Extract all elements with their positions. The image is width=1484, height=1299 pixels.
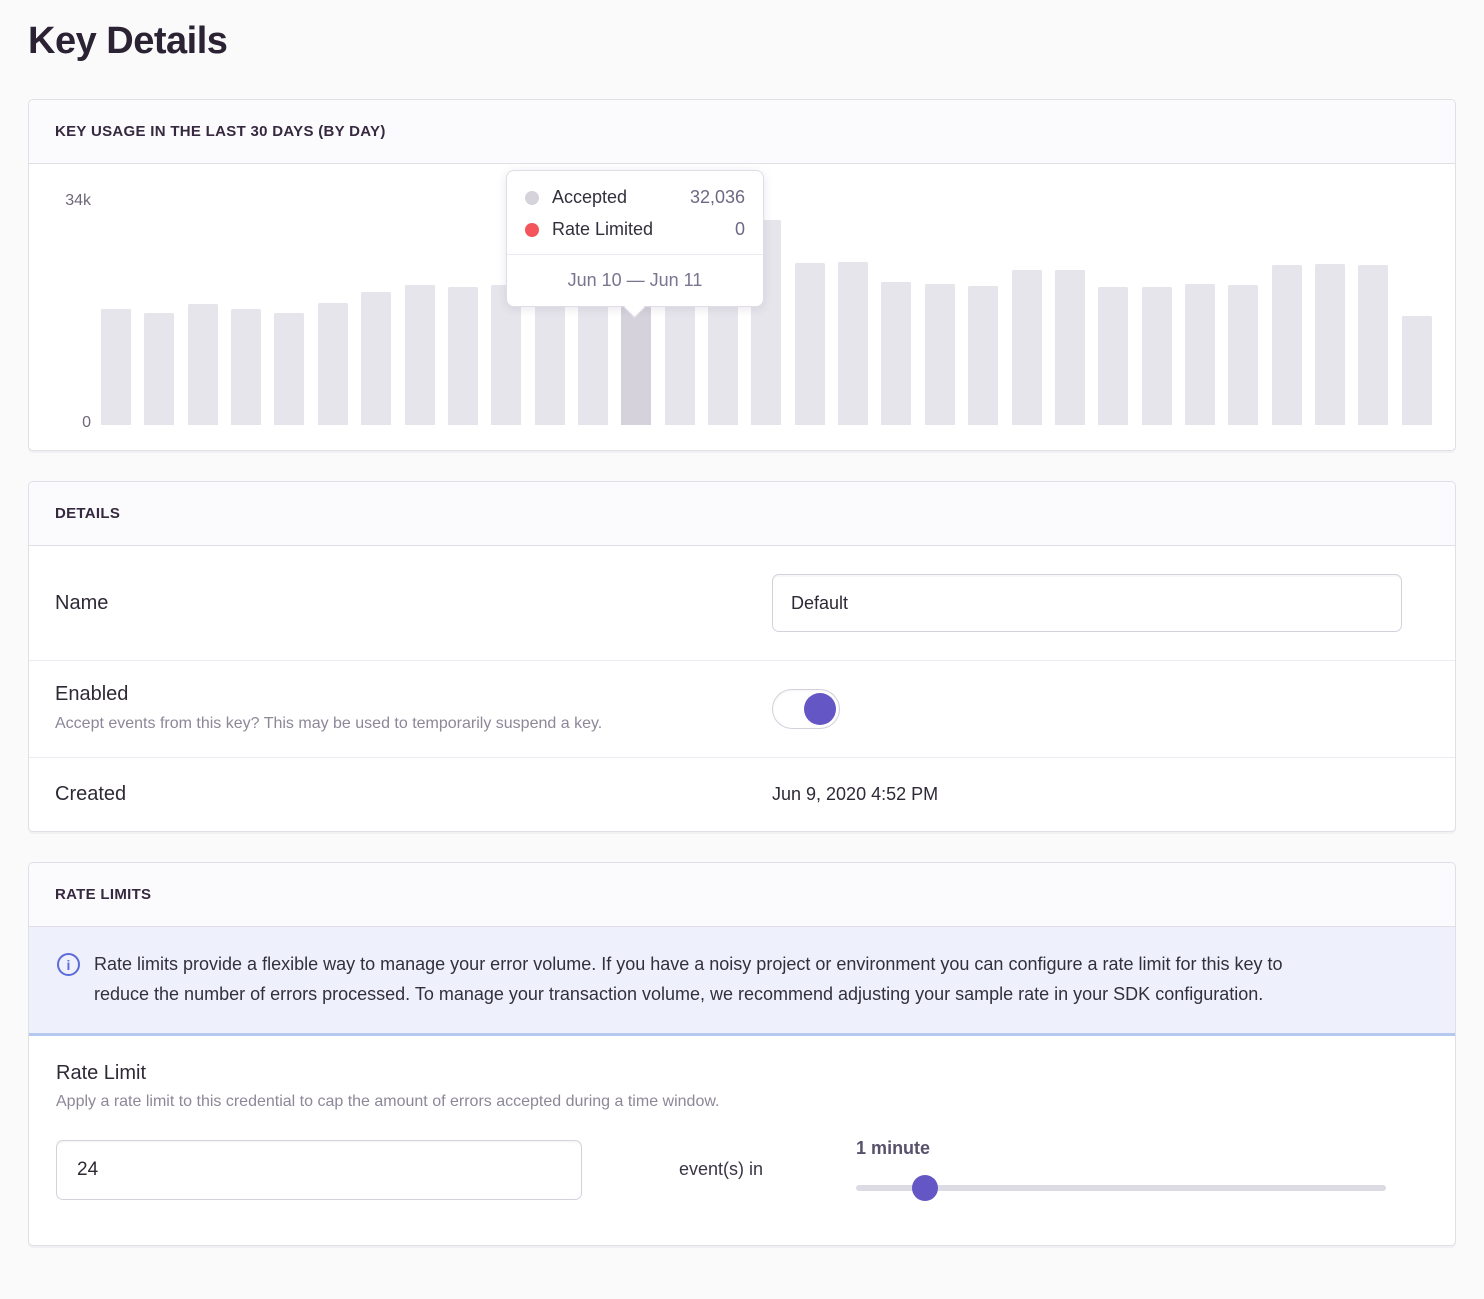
info-icon: i bbox=[57, 953, 80, 976]
chart-bar[interactable] bbox=[1315, 263, 1346, 425]
chart-bar[interactable] bbox=[491, 284, 522, 425]
tooltip-accepted-value: 32,036 bbox=[689, 187, 745, 207]
chart-bar[interactable] bbox=[187, 304, 218, 425]
created-value: Jun 9, 2020 4:52 PM bbox=[772, 784, 939, 804]
chart-bar[interactable] bbox=[1011, 269, 1042, 425]
accepted-dot-icon bbox=[525, 190, 539, 205]
chart-bar[interactable] bbox=[794, 262, 825, 425]
chart-bar[interactable] bbox=[881, 282, 912, 425]
usage-panel: KEY USAGE IN THE LAST 30 DAYS (BY DAY) 3… bbox=[28, 99, 1456, 451]
created-row: Created Jun 9, 2020 4:52 PM bbox=[29, 758, 1455, 831]
chart-bar[interactable] bbox=[317, 303, 348, 425]
bar-plot bbox=[101, 204, 1432, 425]
y-axis-max-label: 34k bbox=[65, 192, 91, 209]
chart-bar[interactable] bbox=[1098, 287, 1129, 425]
page-title: Key Details bbox=[28, 20, 228, 62]
tooltip-row-accepted: Accepted 32,036 bbox=[525, 187, 745, 208]
rate-limits-alert-text: Rate limits provide a flexible way to ma… bbox=[94, 954, 1283, 1004]
chart-tooltip: Accepted 32,036 Rate Limited 0 Jun 10 — … bbox=[506, 170, 764, 318]
rate-limits-panel-header: RATE LIMITS bbox=[29, 863, 1455, 927]
created-label: Created bbox=[55, 783, 127, 805]
chart-bar[interactable] bbox=[231, 308, 262, 425]
chart-bar[interactable] bbox=[361, 292, 392, 425]
chart-bar[interactable] bbox=[1141, 287, 1172, 425]
rate-limit-section: Rate Limit Apply a rate limit to this cr… bbox=[29, 1036, 1455, 1245]
chart-bar[interactable] bbox=[404, 285, 435, 425]
slider-knob[interactable] bbox=[911, 1175, 938, 1201]
rate-limit-help: Apply a rate limit to this credential to… bbox=[56, 1093, 720, 1110]
y-axis-min-label: 0 bbox=[82, 414, 91, 431]
chart-bar[interactable] bbox=[534, 285, 565, 425]
usage-panel-header: KEY USAGE IN THE LAST 30 DAYS (BY DAY) bbox=[29, 100, 1455, 164]
chart-bar[interactable] bbox=[274, 313, 305, 425]
enabled-toggle[interactable] bbox=[772, 689, 840, 729]
rate-limits-panel: RATE LIMITS i Rate limits provide a flex… bbox=[28, 862, 1456, 1246]
tooltip-rate-limited-value: 0 bbox=[734, 219, 745, 239]
rate-limit-label: Rate Limit bbox=[56, 1062, 147, 1084]
chart-bar[interactable] bbox=[144, 312, 175, 425]
usage-chart: 34k 0 Accepted 32,036 Rate Limited 0 bbox=[29, 164, 1455, 450]
slider-track[interactable] bbox=[856, 1185, 1387, 1191]
chart-bar[interactable] bbox=[968, 285, 999, 425]
chart-bar[interactable] bbox=[1228, 285, 1259, 425]
chart-bar[interactable] bbox=[1271, 265, 1302, 425]
chart-bar[interactable] bbox=[1358, 265, 1389, 425]
rate-limit-controls: event(s) in 1 minute bbox=[56, 1138, 1428, 1201]
enabled-help: Accept events from this key? This may be… bbox=[55, 715, 603, 732]
details-panel: DETAILS Name Enabled Accept events from … bbox=[28, 481, 1456, 832]
chart-bar[interactable] bbox=[1184, 283, 1215, 425]
chart-bar[interactable] bbox=[838, 261, 869, 425]
chart-bar[interactable] bbox=[1054, 269, 1085, 425]
chart-bar[interactable] bbox=[101, 308, 131, 425]
rate-limited-dot-icon bbox=[525, 222, 539, 237]
name-row: Name bbox=[29, 546, 1455, 661]
tooltip-row-rate-limited: Rate Limited 0 bbox=[525, 219, 745, 240]
rate-limit-count-input[interactable] bbox=[56, 1139, 582, 1200]
chart-bar[interactable] bbox=[447, 287, 478, 425]
rate-limit-window-label: 1 minute bbox=[856, 1138, 931, 1158]
enabled-label: Enabled bbox=[55, 683, 129, 705]
name-input[interactable] bbox=[772, 574, 1402, 632]
tooltip-date-range: Jun 10 — Jun 11 bbox=[507, 254, 763, 306]
tooltip-accepted-label: Accepted bbox=[552, 187, 628, 207]
details-panel-header: DETAILS bbox=[29, 482, 1455, 546]
rate-limits-info-alert: i Rate limits provide a flexible way to … bbox=[29, 927, 1455, 1036]
rate-limit-middle-text: event(s) in bbox=[679, 1159, 764, 1179]
rate-limit-slider[interactable] bbox=[856, 1175, 1387, 1201]
key-details-page: Key Details KEY USAGE IN THE LAST 30 DAY… bbox=[0, 20, 1484, 1246]
enabled-row: Enabled Accept events from this key? Thi… bbox=[29, 661, 1455, 758]
tooltip-rate-limited-label: Rate Limited bbox=[552, 219, 654, 239]
chart-bar[interactable] bbox=[924, 283, 955, 425]
toggle-knob-icon bbox=[804, 693, 836, 725]
chart-bar[interactable] bbox=[1401, 315, 1432, 425]
chart-tooltip-legend: Accepted 32,036 Rate Limited 0 bbox=[507, 171, 763, 254]
rate-limit-window-group: 1 minute bbox=[856, 1138, 1387, 1201]
name-label: Name bbox=[55, 591, 109, 614]
